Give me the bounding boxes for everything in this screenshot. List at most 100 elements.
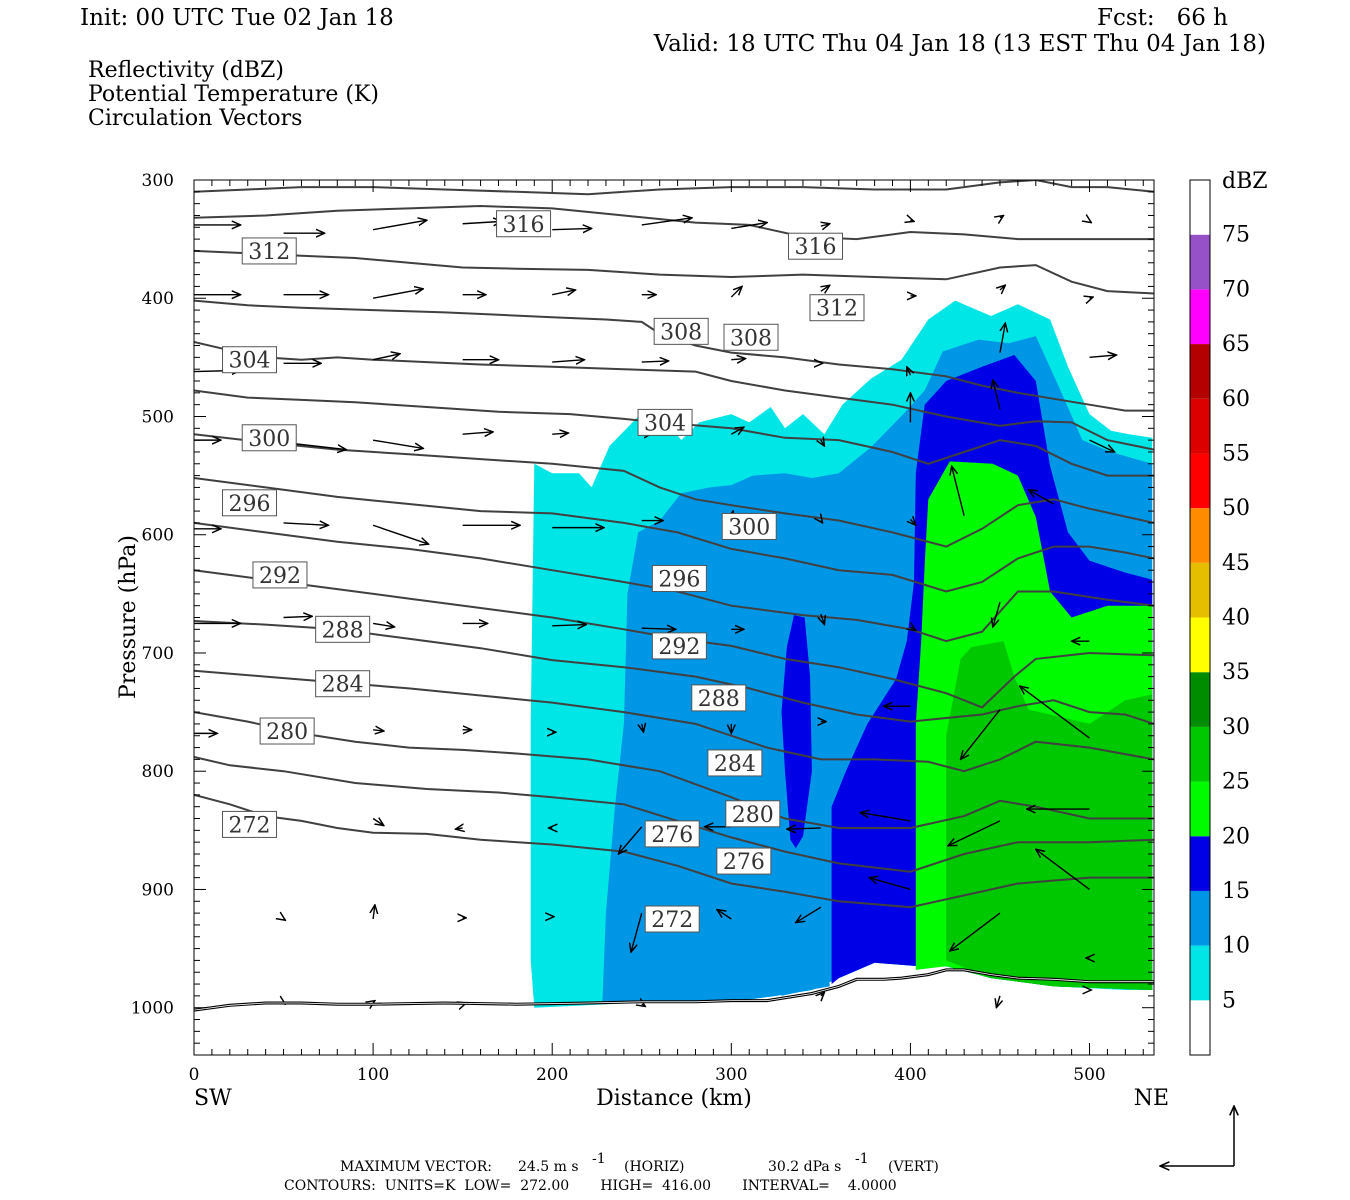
contour-label-text: 308 xyxy=(660,320,702,345)
field-circulation-vectors: Circulation Vectors xyxy=(88,106,302,131)
contour-label-text: 316 xyxy=(794,235,836,260)
colorbar-title: dBZ xyxy=(1222,169,1268,194)
contour-label: 288 xyxy=(691,684,747,712)
x-tick-label: 400 xyxy=(894,1065,926,1085)
reflectivity-region-15 xyxy=(781,615,812,849)
colorbar-label: 75 xyxy=(1222,223,1250,248)
contour-labels: 316 316 312 312 308 308 304 304 300 300 296 296 292 2… xyxy=(222,210,865,933)
colorbar-swatch xyxy=(1190,836,1210,891)
contour-label: 304 xyxy=(637,408,693,436)
contour-label-box xyxy=(653,317,709,345)
colorbar-swatch xyxy=(1190,945,1210,1001)
end-label-right: NE xyxy=(1134,1086,1169,1111)
circulation-vector xyxy=(372,524,429,544)
contour-label-box xyxy=(651,632,707,660)
contour-label-box xyxy=(725,800,781,828)
circulation-vector xyxy=(950,912,1001,951)
circulation-vector xyxy=(996,995,1000,1008)
theta-contour-288 xyxy=(194,620,1154,725)
contour-label: 280 xyxy=(259,717,315,745)
circulation-vector xyxy=(993,601,1001,627)
circulation-vector xyxy=(910,519,915,525)
init-time: Init: 00 UTC Tue 02 Jan 18 xyxy=(80,5,394,31)
horiz-exponent: -1 xyxy=(592,1151,606,1167)
circulation-vector xyxy=(372,354,400,361)
contour-label: 316 xyxy=(496,210,552,238)
circulation-vector xyxy=(731,223,767,230)
contour-label-text: 272 xyxy=(651,908,693,933)
circulation-vector xyxy=(952,466,965,516)
circulation-vector xyxy=(641,628,676,629)
max-vector-horiz: 24.5 m s xyxy=(518,1159,579,1175)
contour-label-box xyxy=(315,615,371,643)
colorbar-label: 55 xyxy=(1222,441,1250,466)
contour-label: 276 xyxy=(644,820,700,848)
circulation-vector xyxy=(821,521,823,523)
colorbar-swatch xyxy=(1190,781,1210,837)
contour-label-box xyxy=(691,684,747,712)
circulation-vector xyxy=(283,616,313,617)
colorbar-label: 70 xyxy=(1222,277,1250,302)
circulation-vector xyxy=(1000,285,1005,290)
contour-label-text: 312 xyxy=(248,240,290,265)
circulation-vector xyxy=(787,828,821,829)
vert-exponent: -1 xyxy=(855,1151,869,1167)
y-axis-title: Pressure (hPa) xyxy=(116,535,141,699)
contour-label-text: 276 xyxy=(723,850,765,875)
colorbar-swatch xyxy=(1190,890,1210,946)
circulation-vector xyxy=(999,323,1005,353)
circulation-vector xyxy=(642,724,644,732)
theta-contour-296 xyxy=(194,521,1154,643)
contour-label-box xyxy=(222,810,278,838)
y-tick-label: 400 xyxy=(142,289,174,309)
theta-contour-304 xyxy=(194,433,1154,548)
circulation-vector xyxy=(372,819,384,826)
colorbar-label: 65 xyxy=(1222,332,1250,357)
colorbar-swatch xyxy=(1190,672,1210,727)
contour-label-text: 284 xyxy=(714,752,756,777)
circulation-vector xyxy=(283,523,329,525)
contour-label-box xyxy=(637,408,693,436)
contour-label-box xyxy=(315,670,371,698)
circulation-vector xyxy=(373,905,375,920)
colorbar-label: 60 xyxy=(1222,387,1250,412)
circulation-vector xyxy=(821,285,830,291)
contour-label-box xyxy=(644,820,700,848)
colorbar-swatch xyxy=(1190,617,1210,673)
y-tick-label: 800 xyxy=(142,762,174,782)
contour-label-text: 304 xyxy=(229,349,271,374)
contour-label-box xyxy=(241,237,297,265)
circulation-vector xyxy=(1089,439,1115,452)
contour-label-box xyxy=(496,210,552,238)
contour-label-text: 288 xyxy=(698,687,740,712)
circulation-vector xyxy=(821,613,825,625)
field-reflectivity: Reflectivity (dBZ) xyxy=(88,58,284,83)
y-tick-label: 300 xyxy=(142,171,174,191)
circulation-vector xyxy=(860,813,911,822)
y-tick-label: 1000 xyxy=(131,999,174,1019)
contour-label: 300 xyxy=(241,424,297,452)
circulation-vector xyxy=(455,828,462,829)
contour-label-text: 304 xyxy=(644,411,686,436)
y-tick-label: 500 xyxy=(142,407,174,427)
circulation-vector xyxy=(641,218,692,226)
contour-label-text: 300 xyxy=(728,515,770,540)
theta-contour-308 xyxy=(194,389,1154,477)
axes: 0 100 200 300 400 500 300 400 500 600 700 800 900 100… xyxy=(131,171,1154,1085)
contour-label-text: 316 xyxy=(503,213,545,238)
circulation-vector xyxy=(552,360,584,362)
contour-info: CONTOURS: UNITS=K LOW= 272.00 HIGH= 416.… xyxy=(284,1178,897,1194)
circulation-vector xyxy=(631,912,643,952)
contour-label-text: 296 xyxy=(658,567,700,592)
colorbar-swatch-below xyxy=(1190,1000,1210,1055)
y-tick-label: 600 xyxy=(142,526,174,546)
colorbar-label: 10 xyxy=(1222,934,1250,959)
circulation-vector xyxy=(552,228,591,229)
circulation-vector xyxy=(907,367,911,375)
max-vector-label: MAXIMUM VECTOR: xyxy=(340,1159,492,1175)
contour-label-box xyxy=(222,346,278,374)
circulation-vector xyxy=(910,220,914,221)
contour-label: 304 xyxy=(222,346,278,374)
contour-label: 288 xyxy=(315,615,371,643)
